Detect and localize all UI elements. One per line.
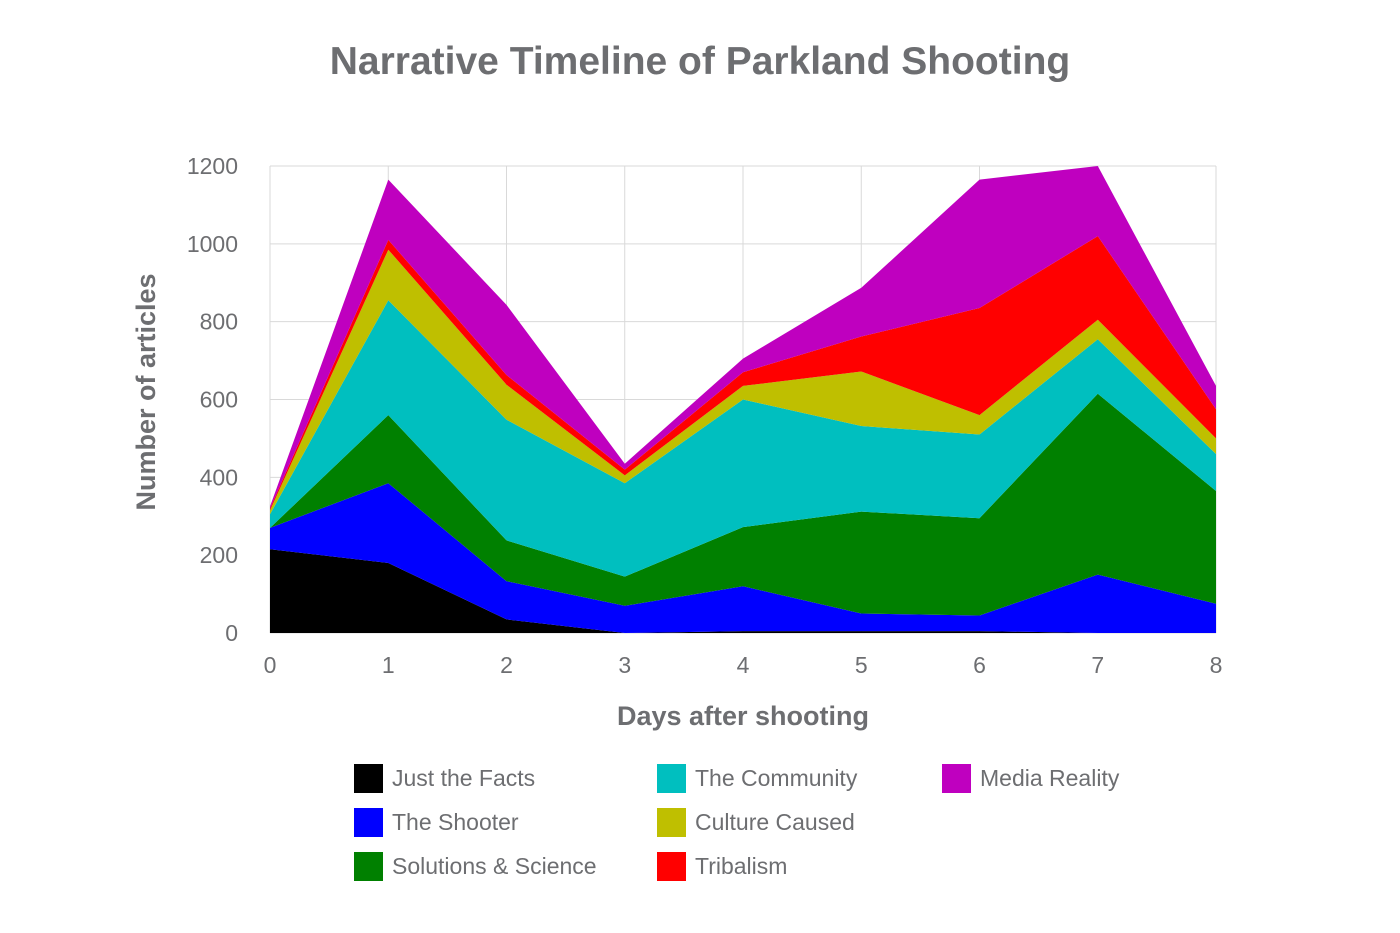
y-tick-label: 600	[200, 387, 238, 413]
x-tick-label: 6	[973, 652, 986, 678]
x-tick-label: 1	[382, 652, 395, 678]
tick-labels: 0 200 400 600 800 1000 1200 0 1 2 3 4 5 6 7 8	[187, 153, 1223, 678]
area-series-the-shooter	[270, 483, 1216, 633]
legend-swatch	[657, 807, 686, 837]
legend-item-tribalism: Tribalism	[657, 850, 787, 882]
y-tick-label: 200	[200, 542, 238, 568]
x-tick-label: 0	[264, 652, 277, 678]
legend-swatch	[657, 763, 686, 793]
y-tick-label: 1000	[187, 231, 238, 257]
x-tick-label: 8	[1210, 652, 1223, 678]
area-series-the-community	[270, 300, 1216, 577]
legend-label: The Community	[695, 764, 858, 791]
legend-swatch	[657, 851, 686, 881]
legend-item-the-shooter: The Shooter	[354, 806, 519, 838]
legend-label: Culture Caused	[695, 808, 855, 835]
x-tick-label: 5	[855, 652, 868, 678]
area-series-tribalism	[270, 236, 1216, 511]
y-tick-label: 0	[225, 620, 238, 646]
legend-swatch	[354, 851, 383, 881]
area-layer	[270, 166, 1216, 633]
chart-title: Narrative Timeline of Parkland Shooting	[329, 40, 1071, 83]
y-tick-label: 1200	[187, 153, 238, 179]
area-series-culture-caused	[270, 249, 1216, 515]
area-series-just-the-facts	[270, 549, 1216, 633]
legend-swatch	[942, 763, 971, 793]
x-tick-label: 2	[500, 652, 513, 678]
legend-label: The Shooter	[392, 808, 519, 835]
legend-label: Just the Facts	[392, 764, 536, 791]
x-tick-label: 7	[1091, 652, 1104, 678]
area-series-media-reality	[270, 166, 1216, 509]
legend: Just the Facts The Community Media Reality…	[354, 762, 1174, 902]
legend-swatch	[354, 807, 383, 837]
y-axis-title: Number of articles	[131, 273, 161, 510]
y-tick-label: 800	[200, 309, 238, 335]
area-series-solutions-science	[270, 393, 1216, 616]
legend-label: Media Reality	[980, 764, 1120, 791]
x-tick-label: 3	[618, 652, 631, 678]
x-tick-label: 4	[737, 652, 750, 678]
legend-item-solutions-science: Solutions & Science	[354, 850, 597, 882]
legend-item-just-the-facts: Just the Facts	[354, 762, 535, 794]
x-axis-title: Days after shooting	[617, 701, 869, 731]
y-tick-label: 400	[200, 464, 238, 490]
legend-label: Tribalism	[695, 852, 788, 879]
legend-item-the-community: The Community	[657, 762, 857, 794]
legend-item-culture-caused: Culture Caused	[657, 806, 855, 838]
legend-label: Solutions & Science	[392, 852, 597, 879]
legend-swatch	[354, 763, 383, 793]
legend-item-media-reality: Media Reality	[942, 762, 1119, 794]
